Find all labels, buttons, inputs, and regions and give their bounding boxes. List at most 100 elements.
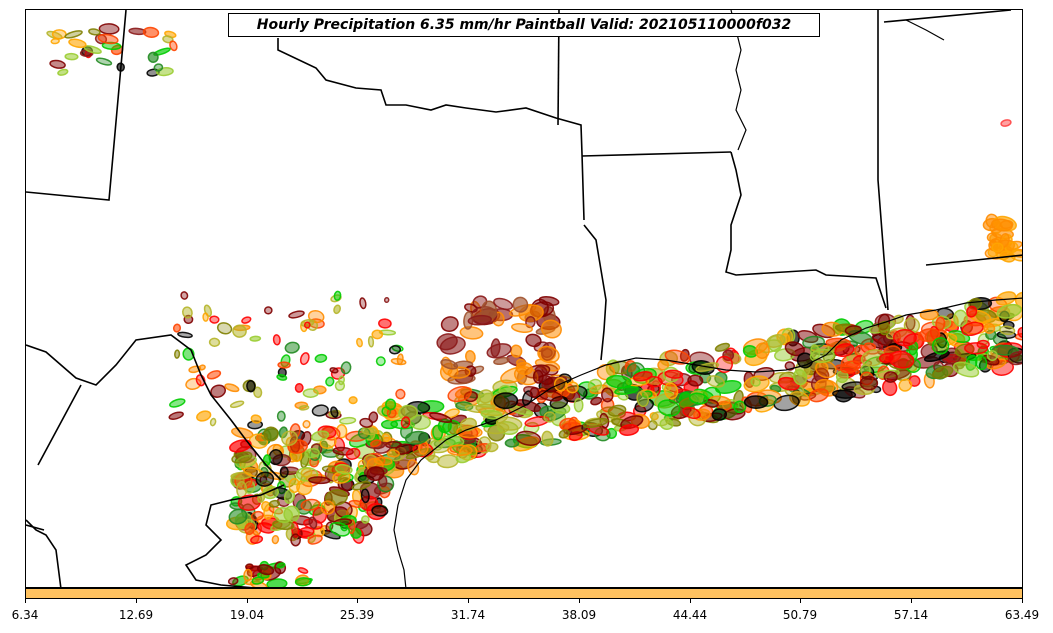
- paintball-blob: [485, 442, 499, 453]
- paintball-blob: [688, 392, 709, 405]
- paintball-blob: [383, 296, 390, 304]
- colorbar-tick-label: 63.49: [1004, 608, 1040, 622]
- paintball-blob: [366, 466, 385, 482]
- paintball-blob: [334, 380, 346, 392]
- paintball-blob: [361, 426, 378, 436]
- paintball-blob: [307, 309, 325, 324]
- paintball-blob: [371, 329, 384, 340]
- paintball-blob: [478, 389, 494, 404]
- paintball-blob: [334, 463, 353, 475]
- paintball-blob: [426, 454, 440, 464]
- paintball-blob: [706, 375, 725, 388]
- paintball-blob: [386, 449, 400, 458]
- colorbar-tick-mark: [690, 599, 691, 603]
- paintball-blob: [892, 328, 917, 347]
- paintball-blob: [773, 394, 800, 412]
- paintball-blob: [529, 387, 540, 398]
- colorbar-tick-label: 25.39: [339, 608, 375, 622]
- colorbar-tick-label: 6.34: [11, 608, 39, 622]
- paintball-blob: [288, 310, 305, 319]
- colorbar-tick-mark: [136, 599, 137, 603]
- paintball-blob: [277, 361, 291, 369]
- paintball-blob: [859, 375, 879, 391]
- paintball-blob: [300, 498, 321, 511]
- paintball-blob: [991, 242, 1004, 253]
- paintball-blob: [587, 378, 603, 392]
- paintball-blob: [601, 387, 614, 403]
- paintball-blob: [375, 356, 386, 367]
- paintball-blob: [251, 576, 265, 585]
- paintball-blob: [750, 377, 761, 387]
- paintball-blob: [294, 577, 312, 587]
- paintball-blob: [966, 305, 978, 318]
- paintball-blob: [975, 355, 988, 371]
- paintball-blob: [98, 23, 120, 35]
- paintball-blob: [241, 316, 252, 324]
- paintball-blob: [952, 361, 980, 378]
- paintball-blob: [302, 388, 319, 398]
- paintball-blob: [549, 395, 569, 410]
- paintball-blob: [147, 51, 159, 63]
- paintball-blob: [266, 578, 288, 587]
- paintball-blob: [480, 409, 503, 420]
- paintball-blob: [815, 360, 837, 379]
- paintball-blob: [229, 400, 245, 409]
- paintball-blob: [755, 342, 770, 360]
- paintball-blob: [249, 335, 262, 342]
- paintball-blob: [228, 508, 248, 525]
- paintball-blob: [348, 396, 358, 405]
- colorbar-tick-label: 31.74: [450, 608, 486, 622]
- paintball-blob: [493, 392, 519, 410]
- paintball-blob: [996, 303, 1022, 319]
- paintball-blob: [407, 459, 420, 476]
- paintball-blob: [250, 535, 264, 544]
- paintball-blob: [983, 322, 996, 334]
- paintball-blob: [504, 438, 520, 448]
- paintball-blob: [236, 481, 248, 499]
- paintball-blob: [263, 306, 273, 315]
- state-borders: [26, 10, 1022, 587]
- paintball-blob: [307, 534, 323, 545]
- paintball-blob: [999, 219, 1014, 230]
- paintball-blob: [999, 325, 1016, 336]
- paintball-blob: [447, 386, 472, 403]
- paintball-blob: [97, 33, 119, 45]
- paintball-blob: [297, 567, 309, 574]
- paintball-blob: [447, 444, 473, 456]
- colorbar-tick-label: 50.79: [782, 608, 818, 622]
- paintball-blob: [964, 342, 989, 355]
- paintball-blob: [808, 388, 829, 403]
- paintball-blob: [657, 399, 681, 417]
- colorbar-tick-mark: [357, 599, 358, 603]
- paintball-blob: [714, 342, 731, 352]
- paintball-blob: [722, 349, 735, 362]
- paintball-blob: [168, 411, 184, 420]
- paintball-blob: [1017, 326, 1022, 338]
- paintball-blob: [395, 388, 406, 400]
- paintball-blob: [271, 534, 280, 545]
- paintball-blob: [986, 232, 998, 243]
- paintball-blob: [409, 414, 431, 430]
- paintball-blob: [356, 337, 363, 348]
- paintball-blob: [299, 352, 310, 366]
- paintball-blob: [268, 499, 281, 508]
- paintball-blob: [839, 360, 861, 374]
- paintball-blob: [64, 30, 83, 39]
- paintball-blob: [209, 315, 220, 324]
- paintball-blob: [314, 353, 328, 363]
- paintball-blob: [276, 373, 288, 381]
- paintball-blob: [324, 489, 348, 506]
- paintball-blob: [297, 526, 315, 538]
- paintball-blob: [359, 417, 374, 428]
- paintball-blob: [687, 374, 704, 387]
- paintball-blob: [142, 26, 160, 38]
- paintball-blob: [396, 353, 404, 366]
- colorbar-tick-mark: [1022, 599, 1023, 603]
- paintball-blob: [300, 467, 313, 478]
- map-title: Hourly Precipitation 6.35 mm/hr Paintbal…: [228, 13, 820, 37]
- paintball-blob: [405, 447, 431, 460]
- paintball-blob: [345, 430, 368, 442]
- colorbar-tick-mark: [911, 599, 912, 603]
- paintball-blob: [216, 322, 233, 335]
- paintball-blob: [991, 344, 1019, 356]
